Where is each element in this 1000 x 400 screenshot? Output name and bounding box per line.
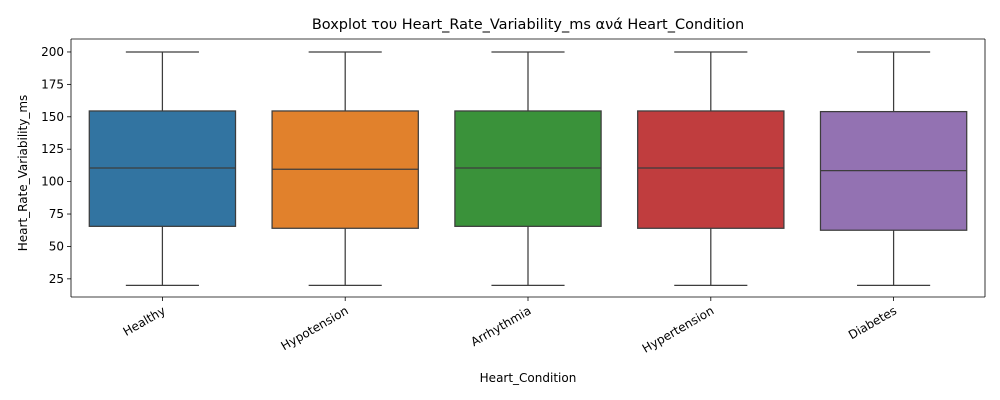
x-tick-label-arrhythmia: Arrhythmia — [468, 303, 533, 349]
box-healthy — [88, 110, 237, 227]
chart-title: Boxplot του Heart_Rate_Variability_ms αν… — [312, 17, 744, 33]
box-arrhythmia — [454, 110, 602, 227]
y-axis-label: Heart_Rate_Variability_ms — [16, 95, 30, 252]
y-tick-label-125: 125 — [41, 142, 64, 156]
box-hypertension — [637, 110, 785, 229]
y-tick-label-175: 175 — [41, 77, 64, 91]
x-axis-label: Heart_Condition — [480, 371, 577, 385]
y-tick-label-200: 200 — [41, 45, 64, 59]
x-tick-label-hypertension: Hypertension — [640, 303, 717, 355]
y-tick-label-25: 25 — [49, 272, 64, 286]
x-tick-label-healthy: Healthy — [121, 303, 168, 338]
y-tick-label-100: 100 — [41, 175, 64, 189]
x-tick-label-hypotension: Hypotension — [278, 303, 350, 353]
plot-area: 25 50 75 100 125 150 175 200 Healthy Hypotension A… — [41, 38, 986, 356]
y-tick-label-75: 75 — [49, 207, 64, 221]
y-tick-label-150: 150 — [41, 110, 64, 124]
x-tick-label-diabetes: Diabetes — [846, 303, 899, 342]
y-tick-label-50: 50 — [49, 239, 64, 253]
